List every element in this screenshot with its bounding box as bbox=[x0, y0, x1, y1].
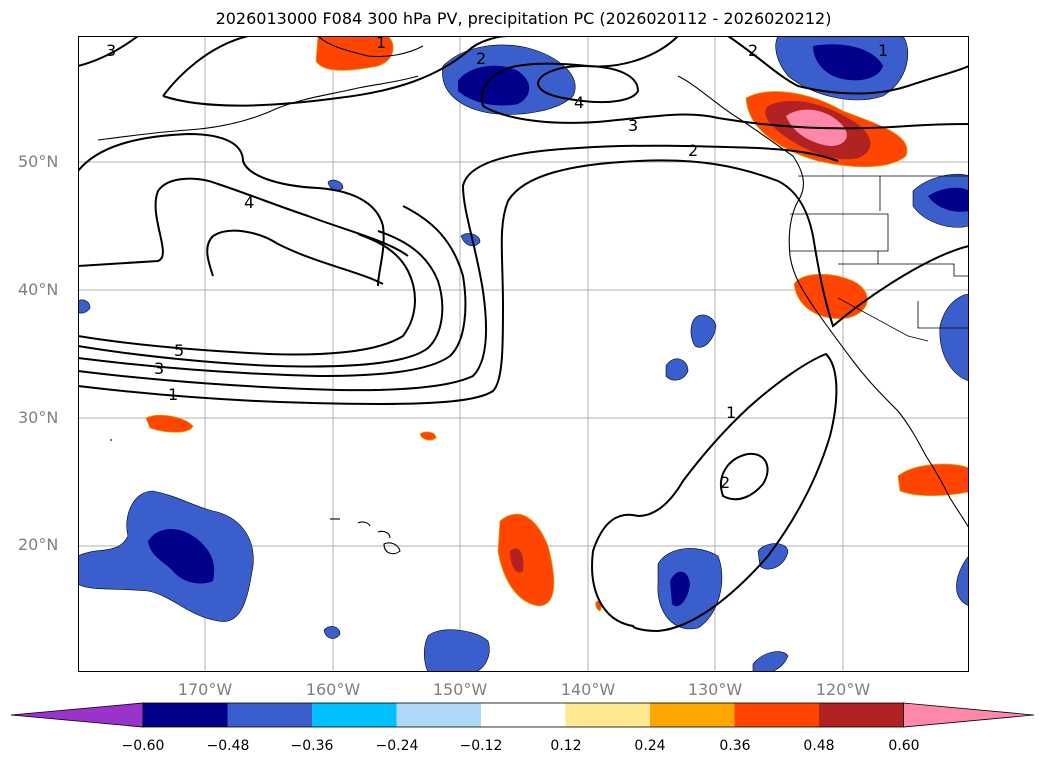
colorbar-tick: 0.24 bbox=[634, 738, 666, 754]
colorbar-segment bbox=[481, 703, 566, 727]
colorbar-segment bbox=[650, 703, 735, 727]
contour-label: 1 bbox=[376, 36, 386, 52]
colorbar-extend-low bbox=[10, 702, 144, 728]
colorbar-tick: −0.24 bbox=[375, 738, 419, 754]
colorbar-segment bbox=[734, 703, 820, 727]
lat-label-40n: 40°N bbox=[18, 280, 59, 299]
colorbar bbox=[10, 702, 1035, 728]
colorbar-outline bbox=[142, 702, 904, 728]
map-plot-area: 3 1 2 4 3 2 4 5 3 1 1 2 2 1 bbox=[78, 36, 969, 672]
coastlines bbox=[97, 36, 969, 555]
contour-label: 4 bbox=[244, 193, 254, 212]
contour-label: 4 bbox=[574, 93, 584, 112]
colorbar-tick: −0.12 bbox=[459, 738, 503, 754]
contour-label: 3 bbox=[106, 41, 116, 60]
contour-label: 1 bbox=[726, 403, 736, 422]
colorbar-segment bbox=[396, 703, 482, 727]
lon-label-120w: 120°W bbox=[815, 680, 871, 699]
contour-label: 2 bbox=[476, 49, 486, 68]
contour-label: 2 bbox=[688, 141, 698, 160]
colorbar-segment bbox=[565, 703, 651, 727]
contour-label: 3 bbox=[154, 359, 164, 378]
lat-label-30n: 30°N bbox=[18, 408, 59, 427]
lon-label-130w: 130°W bbox=[687, 680, 743, 699]
contour-label: 3 bbox=[628, 116, 638, 135]
colorbar-segment bbox=[227, 703, 313, 727]
contour-label: 5 bbox=[174, 341, 184, 360]
lon-label-170w: 170°W bbox=[177, 680, 233, 699]
contour-labels: 3 1 2 4 3 2 4 5 3 1 1 2 2 1 bbox=[106, 36, 888, 492]
lat-label-20n: 20°N bbox=[18, 535, 59, 554]
colorbar-tick: −0.48 bbox=[206, 738, 250, 754]
colorbar-tick: 0.48 bbox=[803, 738, 835, 754]
colorbar-segment bbox=[819, 703, 904, 727]
lon-label-150w: 150°W bbox=[432, 680, 488, 699]
pv-contours bbox=[78, 36, 969, 633]
precip-shading bbox=[78, 36, 969, 672]
contour-label: 1 bbox=[878, 41, 888, 60]
lon-label-160w: 160°W bbox=[305, 680, 361, 699]
colorbar-segment bbox=[312, 703, 397, 727]
contour-label: 1 bbox=[168, 385, 178, 404]
colorbar-extend-high bbox=[903, 702, 1035, 728]
lon-label-140w: 140°W bbox=[560, 680, 616, 699]
borders bbox=[790, 175, 969, 342]
contour-label: 2 bbox=[720, 473, 730, 492]
colorbar-tick: 0.12 bbox=[550, 738, 582, 754]
colorbar-tick: 0.36 bbox=[719, 738, 751, 754]
colorbar-tick: −0.36 bbox=[290, 738, 334, 754]
map-svg: 3 1 2 4 3 2 4 5 3 1 1 2 2 1 bbox=[78, 36, 969, 672]
contour-label: 2 bbox=[748, 41, 758, 60]
colorbar-segment bbox=[143, 703, 228, 727]
colorbar-segments bbox=[10, 702, 1035, 728]
colorbar-tick: −0.60 bbox=[121, 738, 165, 754]
lat-label-50n: 50°N bbox=[18, 152, 59, 171]
colorbar-tick: 0.60 bbox=[888, 738, 920, 754]
map-title: 2026013000 F084 300 hPa PV, precipitatio… bbox=[215, 9, 832, 28]
